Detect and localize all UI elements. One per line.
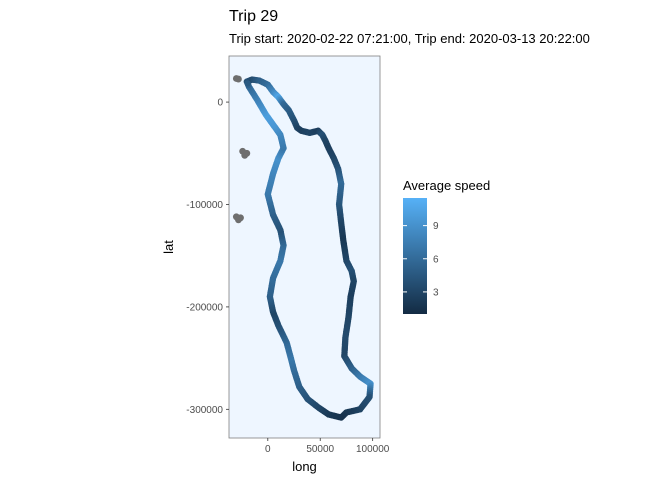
missing-speed-point bbox=[237, 214, 244, 222]
legend: Average speed 3 6 9 bbox=[403, 178, 490, 314]
plot-panel bbox=[229, 56, 380, 438]
legend-colorbar bbox=[403, 198, 427, 314]
x-tick-label: 50000 bbox=[306, 444, 334, 455]
y-axis: 0 -100000 -200000 -300000 bbox=[186, 98, 229, 416]
missing-speed-points bbox=[232, 75, 251, 224]
x-axis-title: long bbox=[292, 459, 317, 474]
x-axis: 0 50000 100000 bbox=[265, 438, 390, 455]
legend-tick-label: 3 bbox=[433, 287, 439, 298]
chart-subtitle: Trip start: 2020-02-22 07:21:00, Trip en… bbox=[229, 31, 590, 46]
x-tick-label: 0 bbox=[265, 444, 271, 455]
y-tick-label: -300000 bbox=[186, 405, 223, 416]
y-axis-title: lat bbox=[161, 240, 176, 254]
legend-tick-label: 6 bbox=[433, 254, 439, 265]
plot-panel-border bbox=[228, 55, 381, 439]
y-tick-label: -100000 bbox=[186, 200, 223, 211]
y-tick-label: -200000 bbox=[186, 302, 223, 313]
missing-speed-point bbox=[243, 149, 251, 157]
track-point bbox=[244, 80, 251, 87]
chart-title: Trip 29 bbox=[229, 8, 278, 25]
y-tick-label: 0 bbox=[217, 98, 223, 109]
missing-speed-point bbox=[235, 75, 242, 83]
x-tick-label: 100000 bbox=[356, 444, 390, 455]
legend-tick-label: 9 bbox=[433, 221, 439, 232]
track-points bbox=[243, 76, 374, 421]
legend-title: Average speed bbox=[403, 178, 490, 193]
legend-ticks bbox=[403, 225, 427, 293]
